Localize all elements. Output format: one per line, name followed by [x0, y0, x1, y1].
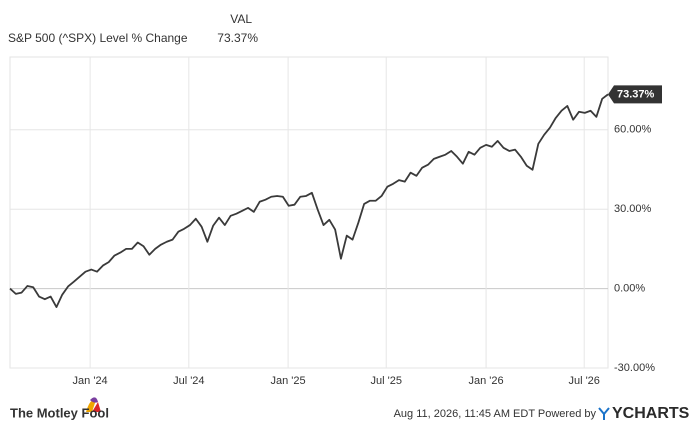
current-value-tag — [608, 85, 662, 104]
brand: The Motley Fool — [10, 405, 109, 420]
x-tick-label: Jan '26 — [469, 375, 504, 387]
provider: YCHARTS — [612, 405, 690, 422]
grid — [10, 57, 608, 369]
y-tick-label: -30.00% — [614, 362, 655, 374]
x-tick-label: Jul '24 — [173, 375, 204, 387]
timestamp: Aug 11, 2026, 11:45 AM EDT Powered by — [394, 408, 597, 420]
series-line — [9, 93, 609, 309]
x-tick-label: Jul '25 — [370, 375, 401, 387]
current-value-tag-label: 73.37% — [617, 88, 655, 100]
plot-frame — [9, 56, 609, 369]
y-tick-label: 30.00% — [614, 203, 652, 215]
fool-logo — [86, 397, 101, 412]
x-tick-label: Jan '24 — [73, 375, 108, 387]
x-tick-label: Jan '25 — [271, 375, 306, 387]
column-header: VAL — [230, 12, 252, 26]
x-tick-label: Jul '26 — [568, 375, 599, 387]
provider-icon — [598, 407, 610, 420]
y-tick-label: 60.00% — [614, 124, 652, 136]
y-tick-label: 0.00% — [614, 283, 645, 295]
current-value: 73.37% — [217, 31, 258, 45]
series-name: S&P 500 (^SPX) Level % Change — [8, 31, 188, 45]
